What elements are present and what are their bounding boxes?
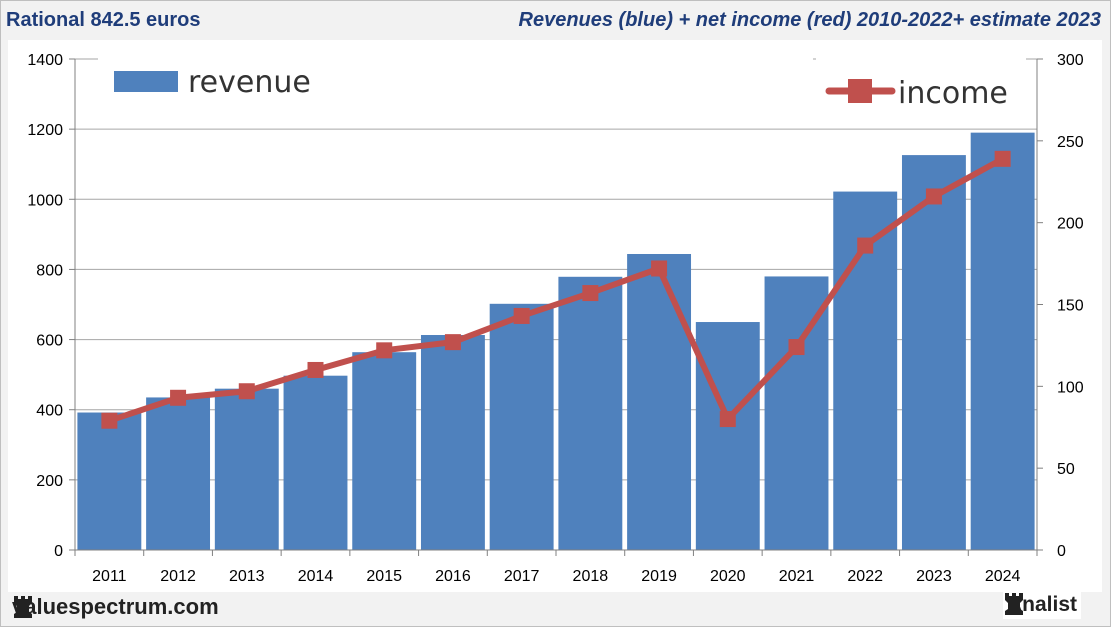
revenue-bar — [901, 155, 966, 551]
x-tick-label: 2018 — [573, 568, 609, 585]
y-right-tick-label: 0 — [1057, 543, 1066, 560]
income-marker — [651, 260, 668, 277]
y-right-tick-label: 100 — [1057, 379, 1084, 396]
footer-brand: Analist — [1002, 591, 1081, 619]
chart-title-left: Rational 842.5 euros — [6, 9, 201, 31]
legend-revenue-label: revenue — [188, 65, 311, 100]
x-tick-label: 2013 — [229, 568, 265, 585]
income-marker — [376, 342, 393, 359]
income-marker — [238, 383, 255, 400]
x-tick-label: 2016 — [435, 568, 471, 585]
chart-title-right: Revenues (blue) + net income (red) 2010-… — [518, 9, 1102, 31]
income-marker — [857, 237, 874, 254]
revenue-bar — [764, 276, 829, 550]
revenue-bar — [352, 352, 417, 550]
revenue-bar — [970, 132, 1035, 550]
y-left-tick-label: 0 — [54, 543, 63, 560]
y-right-tick-label: 300 — [1057, 52, 1084, 69]
y-right-tick-label: 150 — [1057, 298, 1084, 315]
x-tick-label: 2014 — [298, 568, 334, 585]
x-tick-label: 2021 — [779, 568, 815, 585]
y-left-tick-label: 800 — [36, 262, 63, 279]
legend-income-marker — [848, 79, 872, 103]
x-tick-label: 2017 — [504, 568, 540, 585]
y-left-tick-label: 1400 — [27, 52, 63, 69]
income-marker — [925, 188, 942, 205]
income-marker — [513, 307, 530, 324]
x-tick-label: 2020 — [710, 568, 746, 585]
income-marker — [170, 389, 187, 406]
x-tick-label: 2024 — [985, 568, 1021, 585]
y-left-tick-label: 400 — [36, 403, 63, 420]
rook-icon — [14, 596, 32, 618]
rook-icon — [1004, 593, 1023, 615]
income-line — [108, 156, 1005, 424]
y-left-tick-label: 200 — [36, 473, 63, 490]
income-marker — [994, 150, 1011, 167]
income-marker — [101, 412, 118, 429]
income-marker — [788, 339, 805, 356]
revenue-bar — [627, 253, 692, 551]
y-right-tick-label: 250 — [1057, 134, 1084, 151]
revenue-bar — [420, 335, 485, 550]
income-marker — [719, 411, 736, 428]
footer-site-label: valuespectrum.com — [12, 594, 219, 619]
revenue-bar — [146, 397, 211, 550]
x-tick-label: 2022 — [847, 568, 883, 585]
footer-site: valuespectrum.com — [12, 594, 219, 620]
y-right-tick-label: 50 — [1057, 461, 1075, 478]
x-tick-label: 2019 — [641, 568, 677, 585]
legend-income-label: income — [898, 76, 1008, 111]
legend-revenue-swatch — [114, 71, 178, 92]
y-right-tick-label: 200 — [1057, 216, 1084, 233]
revenue-bar — [558, 276, 623, 550]
revenue-bar — [695, 322, 760, 550]
footer-brand-label: Analist — [1006, 593, 1077, 616]
x-tick-label: 2011 — [92, 568, 127, 585]
x-tick-label: 2023 — [916, 568, 952, 585]
revenue-bar — [489, 303, 554, 550]
revenue-bar — [214, 388, 279, 550]
legend-revenue-bg — [98, 56, 813, 114]
revenue-bar — [77, 412, 142, 550]
income-marker — [582, 285, 599, 302]
x-tick-label: 2015 — [366, 568, 402, 585]
income-marker — [307, 361, 324, 378]
y-left-tick-label: 1200 — [27, 122, 63, 139]
income-marker — [444, 334, 461, 351]
y-left-tick-label: 1000 — [27, 192, 63, 209]
y-left-tick-label: 600 — [36, 333, 63, 350]
revenue-bar — [283, 375, 348, 550]
x-tick-label: 2012 — [160, 568, 196, 585]
